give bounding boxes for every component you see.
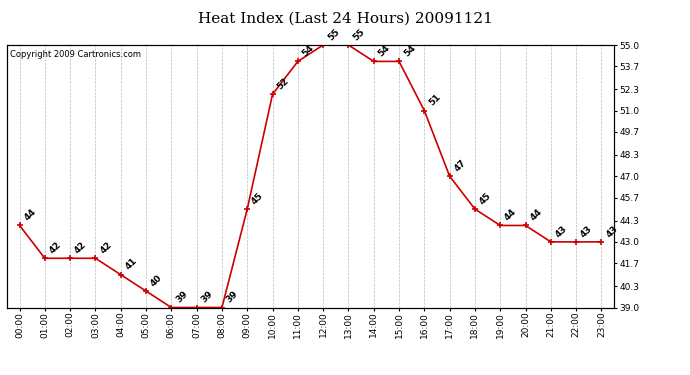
Text: 39: 39 [199,290,215,305]
Text: 42: 42 [48,240,63,255]
Text: 43: 43 [579,224,594,239]
Text: 44: 44 [529,207,544,223]
Text: 44: 44 [503,207,518,223]
Text: 54: 54 [402,44,417,58]
Text: 42: 42 [98,240,114,255]
Text: 45: 45 [250,191,266,206]
Text: Copyright 2009 Cartronics.com: Copyright 2009 Cartronics.com [10,50,141,59]
Text: 43: 43 [604,224,620,239]
Text: 39: 39 [225,290,240,305]
Text: 39: 39 [174,290,190,305]
Text: 41: 41 [124,256,139,272]
Text: 51: 51 [427,93,442,108]
Text: Heat Index (Last 24 Hours) 20091121: Heat Index (Last 24 Hours) 20091121 [197,11,493,25]
Text: 54: 54 [301,44,316,58]
Text: 45: 45 [477,191,493,206]
Text: 54: 54 [377,44,392,58]
Text: 55: 55 [351,27,366,42]
Text: 40: 40 [149,273,164,288]
Text: 52: 52 [275,76,290,92]
Text: 47: 47 [453,158,468,174]
Text: 42: 42 [73,240,88,255]
Text: 55: 55 [326,27,341,42]
Text: 44: 44 [22,207,38,223]
Text: 43: 43 [553,224,569,239]
